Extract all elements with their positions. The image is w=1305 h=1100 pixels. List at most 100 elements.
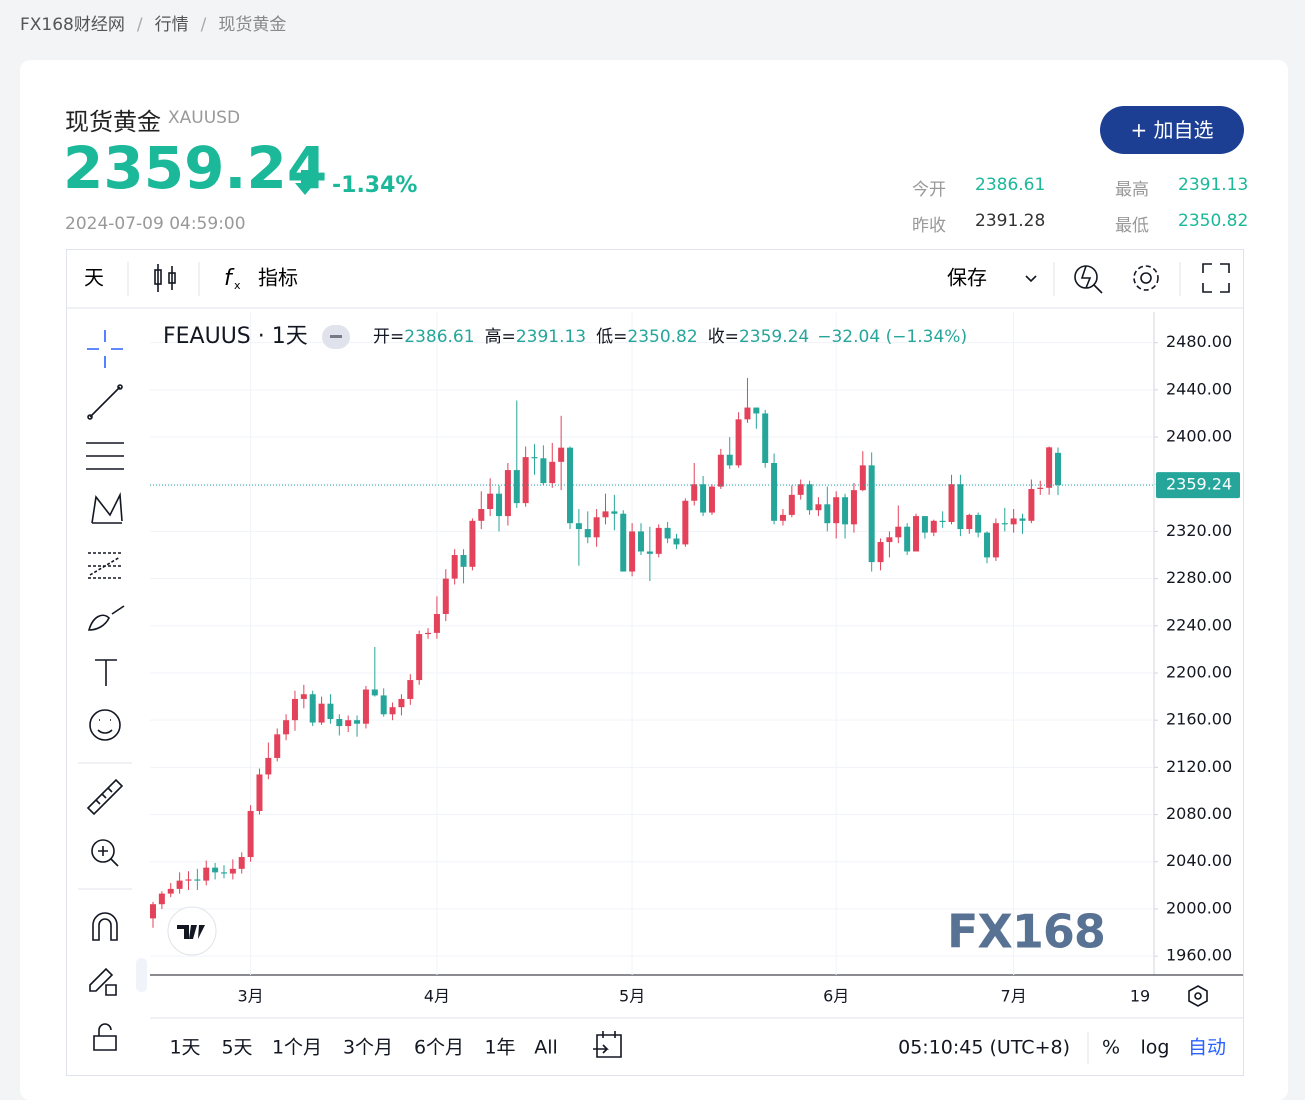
stat-value: 2386.61 xyxy=(975,175,1046,195)
candle-body xyxy=(806,484,813,511)
candle-body xyxy=(753,407,760,414)
candle-body xyxy=(850,490,857,525)
y-tick-label: 2400.00 xyxy=(1166,427,1232,446)
candle-body xyxy=(513,470,520,504)
add-watchlist-button[interactable]: + 加自选 xyxy=(1100,106,1244,154)
candle-body xyxy=(842,497,849,525)
candle-body xyxy=(398,698,405,708)
legend-value: 2386.61 xyxy=(404,327,474,347)
y-tick-label: 2440.00 xyxy=(1166,379,1232,398)
candle-body xyxy=(708,486,715,513)
candle-body xyxy=(877,542,884,563)
range-button[interactable]: All xyxy=(534,1037,558,1059)
candle-body xyxy=(1028,488,1035,521)
candle-body xyxy=(389,707,396,715)
y-tick-label: 2040.00 xyxy=(1166,851,1232,870)
candle-body xyxy=(824,504,831,524)
crumb[interactable]: FX168财经网 xyxy=(20,15,125,35)
replay-icon[interactable] xyxy=(1074,265,1103,294)
candle-body xyxy=(664,527,671,539)
candle-body xyxy=(176,880,183,889)
fullscreen-icon[interactable] xyxy=(1202,263,1230,293)
candle-body xyxy=(629,531,636,572)
candle-body xyxy=(531,457,538,459)
candle-body xyxy=(611,511,618,514)
candle-body xyxy=(735,419,742,466)
stat-value: 2350.82 xyxy=(1178,211,1249,231)
candle-body xyxy=(957,484,964,530)
collapse-handle[interactable] xyxy=(136,958,147,992)
candle-body xyxy=(930,520,937,533)
candle-body xyxy=(886,537,893,543)
range-button[interactable]: 1个月 xyxy=(272,1037,322,1059)
candle-body xyxy=(496,493,503,517)
range-button[interactable]: 3个月 xyxy=(343,1037,393,1059)
auto-toggle[interactable]: 自动 xyxy=(1188,1037,1226,1059)
legend-label: 收= xyxy=(708,327,739,347)
legend: FEAUUS · 1天 开=2386.61 高=2391.13 低=2350.82 收=… xyxy=(163,324,967,349)
candle-body xyxy=(238,857,245,869)
save-menu-chevron[interactable] xyxy=(1025,275,1037,283)
legend-value: 2350.82 xyxy=(627,327,697,347)
candle-body xyxy=(655,527,662,554)
candle-body xyxy=(362,689,369,724)
date-range-icon[interactable] xyxy=(593,1031,622,1058)
price: 2359.24 xyxy=(63,134,328,202)
range-button[interactable]: 5天 xyxy=(221,1037,252,1059)
separators xyxy=(127,262,1181,296)
y-tick-label: 1960.00 xyxy=(1166,946,1232,965)
candle-type-icon[interactable] xyxy=(154,264,176,292)
candle-body xyxy=(691,484,698,501)
candle-body xyxy=(593,517,600,538)
stat-label: 最高 xyxy=(1115,180,1149,200)
y-tick-label: 2480.00 xyxy=(1166,332,1232,351)
breadcrumb: FX168财经网 / 行情 / 现货黄金 xyxy=(20,15,287,35)
y-tick-label: 2000.00 xyxy=(1166,898,1232,917)
stat-label: 最低 xyxy=(1115,216,1149,236)
candle-body xyxy=(158,893,165,905)
range-button[interactable]: 1天 xyxy=(169,1037,200,1059)
clock: 05:10:45 (UTC+8) xyxy=(898,1037,1070,1059)
candle-body xyxy=(469,520,476,567)
axis-settings-icon[interactable] xyxy=(1188,985,1208,1007)
crumb[interactable]: 行情 xyxy=(154,15,189,35)
last-price-tag-bg xyxy=(1156,472,1240,499)
drawing-tools[interactable] xyxy=(86,330,125,1051)
y-tick-label: 2320.00 xyxy=(1166,521,1232,540)
y-tick-label: 2120.00 xyxy=(1166,757,1232,776)
instrument-name: 现货黄金 xyxy=(65,108,161,136)
y-tick-label: 2280.00 xyxy=(1166,568,1232,587)
candle-body xyxy=(274,734,281,758)
watermark: FX168 xyxy=(947,905,1105,959)
candle-body xyxy=(327,703,334,720)
range-button[interactable]: 6个月 xyxy=(414,1037,464,1059)
candle-body xyxy=(167,888,174,894)
fx-icon[interactable]: f xyxy=(224,266,235,291)
candle-body xyxy=(602,511,609,518)
candle-body xyxy=(833,497,840,524)
interval-button[interactable]: 天 xyxy=(84,266,104,290)
x-tick-label: 5月 xyxy=(619,987,645,1006)
settings-icon[interactable] xyxy=(1133,265,1159,291)
candle-body xyxy=(433,614,440,633)
stat-value: 2391.28 xyxy=(975,211,1046,231)
percent-toggle[interactable]: % xyxy=(1102,1037,1120,1059)
candle-body xyxy=(788,494,795,515)
indicators-button[interactable]: 指标 xyxy=(258,266,298,290)
candle-body xyxy=(504,470,511,517)
candle-body xyxy=(646,551,653,554)
legend-value: 2359.24 xyxy=(739,327,809,347)
log-toggle[interactable]: log xyxy=(1141,1037,1170,1059)
candle-body xyxy=(309,694,316,723)
timestamp: 2024-07-09 04:59:00 xyxy=(65,214,246,234)
candle-body xyxy=(1019,518,1026,521)
candle-body xyxy=(549,461,556,484)
range-button[interactable]: 1年 xyxy=(484,1037,515,1059)
candle-body xyxy=(380,695,387,715)
save-button[interactable]: 保存 xyxy=(947,266,987,290)
candle-body xyxy=(194,879,201,881)
candle-body xyxy=(345,720,352,727)
candle-body xyxy=(620,513,627,572)
plot-area xyxy=(150,312,1154,975)
candle-body xyxy=(185,879,192,881)
